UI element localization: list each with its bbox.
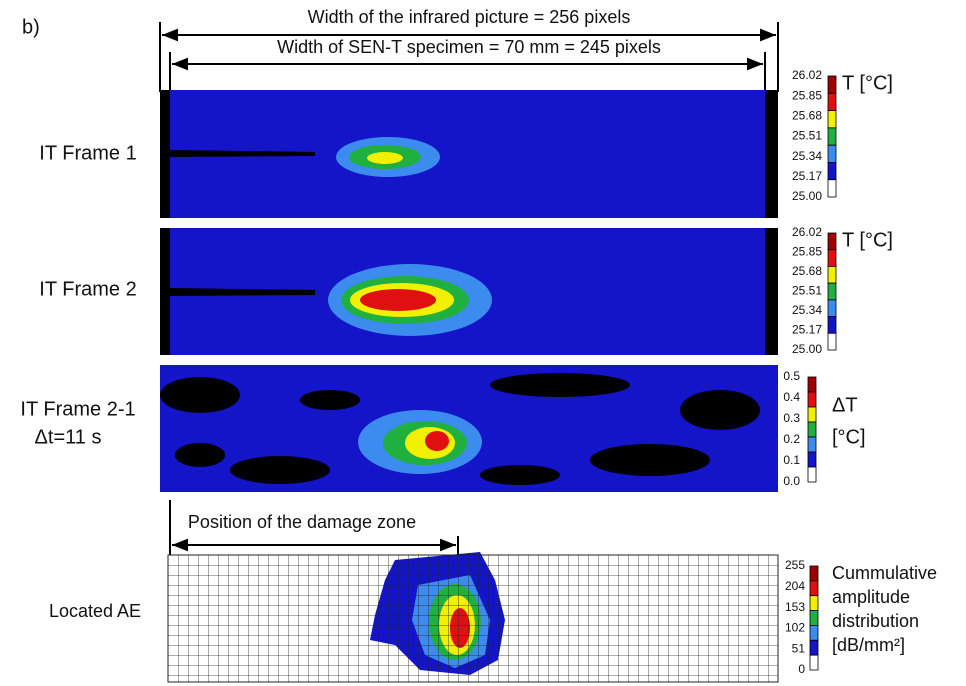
colorbar-tick-label: 25.17 — [792, 169, 822, 183]
colorbar-segment — [827, 299, 837, 317]
colorbar-tick-label: 0.4 — [783, 390, 800, 404]
colorbar-segment — [827, 249, 837, 267]
colorbar-title: T [°C] — [842, 229, 893, 251]
colorbar-tick-label: 0.0 — [783, 474, 800, 488]
colorbar-segment — [827, 316, 837, 334]
colorbar-segment — [807, 436, 817, 453]
colorbar-segment — [827, 127, 837, 146]
colorbar-title: distribution — [832, 611, 919, 631]
ir-frame-1 — [160, 90, 778, 218]
ae-map — [167, 552, 779, 683]
colorbar-tick-label: 26.02 — [792, 68, 822, 82]
colorbar-title: Cummulative — [832, 563, 937, 583]
colorbar-tick-label: 153 — [785, 600, 805, 614]
colorbar-segment — [809, 595, 819, 611]
colorbar-segment — [827, 179, 837, 198]
colorbar-tick-label: 255 — [785, 558, 805, 572]
colorbar-segment — [807, 466, 817, 483]
colorbar-segment — [807, 451, 817, 468]
colorbar-segment — [827, 232, 837, 251]
colorbar-tick-label: 0.2 — [783, 432, 800, 446]
frame-label: IT Frame 2-1 — [20, 398, 135, 420]
colorbar-tick-label: 25.85 — [792, 88, 822, 102]
colorbar-tick-label: 102 — [785, 621, 805, 635]
colorbar-segment — [827, 162, 837, 181]
colorbar-tick-label: 25.51 — [792, 129, 822, 143]
colorbar-segment — [809, 625, 819, 641]
damage-zone-arrow — [169, 500, 459, 556]
picture-width: Width of the infrared picture = 256 pixe… — [308, 7, 631, 27]
colorbar-title: T [°C] — [842, 72, 893, 94]
specimen-width: Width of SEN-T specimen = 70 mm = 245 pi… — [277, 37, 661, 57]
ae-label: Located AE — [49, 601, 141, 621]
colorbar-tick-label: 25.34 — [792, 303, 822, 317]
colorbar-tick-label: 0 — [798, 662, 805, 676]
colorbar-segment — [807, 376, 817, 393]
colorbar-tick-label: 25.34 — [792, 149, 822, 163]
ir-frame-2 — [160, 228, 778, 355]
colorbar-title: ΔT — [832, 394, 858, 416]
colorbar-tick-label: 25.00 — [792, 342, 822, 356]
dimension-lines — [159, 22, 779, 92]
colorbar-tick-label: 0.5 — [783, 369, 800, 383]
colorbar-segment — [807, 406, 817, 423]
colorbar-segment — [827, 332, 837, 351]
colorbar-segment — [827, 110, 837, 129]
colorbar-segment — [809, 580, 819, 597]
frame-label: IT Frame 2 — [39, 278, 136, 300]
colorbar-segment — [807, 421, 817, 438]
colorbar-tick-label: 204 — [785, 579, 805, 593]
colorbar-segment — [809, 654, 819, 671]
colorbar-title: amplitude — [832, 587, 910, 607]
colorbar-segment — [807, 391, 817, 408]
colorbar-tick-label: 25.00 — [792, 189, 822, 203]
colorbar-segment — [809, 565, 819, 582]
panel-label: b) — [22, 16, 40, 38]
colorbar-tick-label: 25.68 — [792, 264, 822, 278]
frame-label: Δt=11 s — [35, 426, 102, 448]
colorbar-tick-label: 25.17 — [792, 323, 822, 337]
colorbar-title: [°C] — [832, 426, 866, 448]
colorbar-tick-label: 51 — [792, 641, 806, 655]
damage-zone-label: Position of the damage zone — [188, 512, 416, 532]
colorbar-tick-label: 0.3 — [783, 411, 800, 425]
colorbar-segment — [809, 610, 819, 626]
colorbar-segment — [827, 282, 837, 301]
colorbar-tick-label: 0.1 — [783, 453, 800, 467]
colorbar-tick-label: 25.68 — [792, 109, 822, 123]
colorbar-segment — [827, 75, 837, 94]
colorbar-tick-label: 26.02 — [792, 225, 822, 239]
colorbar-segment — [827, 144, 837, 163]
colorbar-segment — [809, 639, 819, 656]
colorbar-segment — [827, 266, 837, 284]
colorbar-title: [dB/mm²] — [832, 635, 905, 655]
frame-label: IT Frame 1 — [39, 142, 136, 164]
colorbar-tick-label: 25.85 — [792, 245, 822, 259]
colorbar-tick-label: 25.51 — [792, 284, 822, 298]
ir-frame-3 — [160, 365, 778, 492]
colorbar-segment — [827, 92, 837, 111]
